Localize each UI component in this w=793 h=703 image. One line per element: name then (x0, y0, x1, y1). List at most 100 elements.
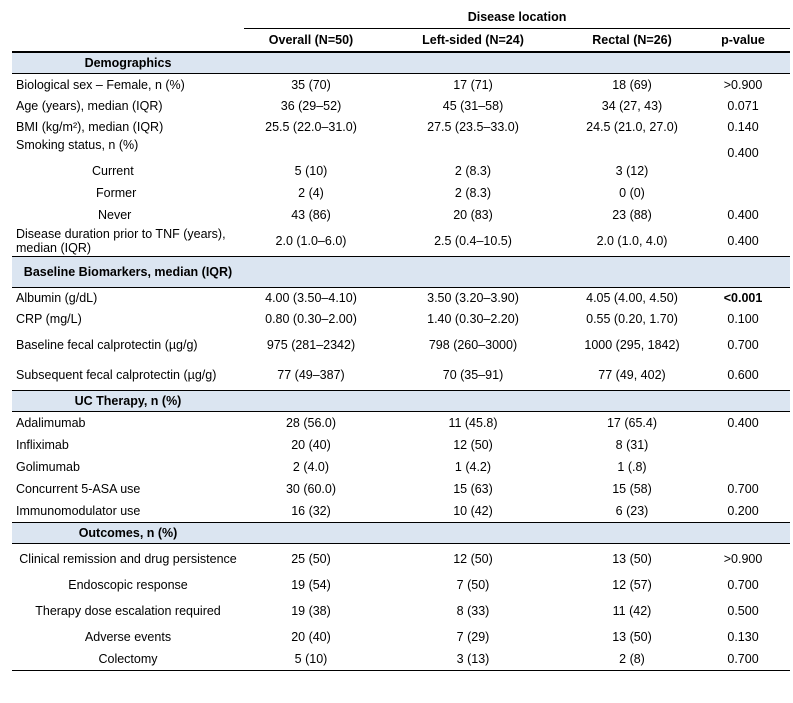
cell-p (696, 456, 790, 478)
row-label: Subsequent fecal calprotectin (µg/g) (16, 368, 217, 382)
row-label: Clinical remission and drug persistence (19, 552, 237, 566)
cell-p: 0.400 (727, 208, 759, 222)
table-row: Clinical remission and drug persistence … (12, 544, 790, 575)
table-row: Adalimumab 28 (56.0) 11 (45.8) 17 (65.4)… (12, 412, 790, 435)
col-header-overall: Overall (N=50) (244, 28, 378, 53)
row-label: CRP (mg/L) (16, 312, 82, 326)
row-label: Age (years), median (IQR) (16, 99, 163, 113)
cell-p: 0.200 (727, 504, 759, 518)
table-row: Never 43 (86) 20 (83) 23 (88) 0.400 (12, 204, 790, 226)
table-row: Colectomy 5 (10) 3 (13) 2 (8) 0.700 (12, 648, 791, 671)
cell-left: 7 (29) (456, 630, 490, 644)
table-row: Age (years), median (IQR) 36 (29–52) 45 … (12, 96, 790, 116)
row-label: Never (98, 208, 132, 222)
row-label: Endoscopic response (68, 578, 188, 592)
cell-p (696, 182, 790, 204)
cell-p: <0.001 (723, 291, 763, 305)
cell-p (696, 434, 790, 456)
table-row: Current 5 (10) 2 (8.3) 3 (12) (12, 160, 790, 182)
table-row: Baseline fecal calprotectin (µg/g) 975 (… (12, 330, 790, 360)
cell-overall: 19 (54) (291, 578, 331, 592)
table-row: Golimumab 2 (4.0) 1 (4.2) 1 (.8) (12, 456, 790, 478)
cell-overall: 35 (70) (291, 78, 331, 92)
table-row: Disease duration prior to TNF (years), m… (12, 226, 790, 257)
cell-overall: 25.5 (22.0–31.0) (265, 120, 357, 134)
cell-overall: 5 (10) (294, 164, 328, 178)
cell-rectal: 15 (58) (612, 482, 652, 496)
row-label: Adalimumab (16, 416, 86, 430)
cell-rectal: 34 (27, 43) (601, 99, 663, 113)
row-label: Albumin (g/dL) (16, 291, 98, 305)
table-row: Therapy dose escalation required 19 (38)… (12, 596, 790, 626)
cell-left: 20 (83) (453, 208, 493, 222)
row-label: Therapy dose escalation required (35, 604, 221, 618)
cell-rectal: 2.0 (1.0, 4.0) (596, 234, 668, 248)
section-title: Outcomes, n (%) (12, 522, 244, 544)
cell-p: 0.700 (727, 578, 759, 592)
section-demographics: Demographics (12, 51, 791, 74)
cell-left: 70 (35–91) (442, 368, 504, 382)
cell-left: 8 (33) (456, 604, 490, 618)
cell-overall: 25 (50) (291, 552, 331, 566)
cell-left: 2.5 (0.4–10.5) (434, 234, 512, 248)
row-label: BMI (kg/m²), median (IQR) (16, 120, 164, 134)
cell-p: 0.600 (727, 368, 759, 382)
cell-left: 1.40 (0.30–2.20) (427, 312, 519, 326)
cell-rectal: 1 (.8) (617, 460, 647, 474)
cell-p: 0.400 (727, 416, 759, 430)
cell-rectal: 24.5 (21.0, 27.0) (586, 120, 678, 134)
table-row: Concurrent 5-ASA use 30 (60.0) 15 (63) 1… (12, 478, 790, 500)
cell-p: 0.700 (696, 648, 791, 671)
cell-overall: 28 (56.0) (285, 416, 337, 430)
cell-left: 3.50 (3.20–3.90) (427, 291, 519, 305)
row-label: Colectomy (12, 648, 244, 671)
section-uc-therapy: UC Therapy, n (%) (12, 390, 791, 412)
cell-rectal: 1000 (295, 1842) (584, 338, 680, 352)
table-row: Endoscopic response 19 (54) 7 (50) 12 (5… (12, 574, 790, 596)
header-row-columns: Overall (N=50) Left-sided (N=24) Rectal … (12, 28, 791, 53)
cell-left (378, 138, 568, 160)
cell-left: 27.5 (23.5–33.0) (427, 120, 519, 134)
cell-left: 12 (50) (453, 552, 493, 566)
table-row: Albumin (g/dL) 4.00 (3.50–4.10) 3.50 (3.… (12, 288, 790, 309)
cell-left: 2 (8.3) (454, 164, 492, 178)
cell-overall: 36 (29–52) (280, 99, 342, 113)
cell-left: 3 (13) (378, 648, 568, 671)
col-header-p-value: p-value (696, 28, 791, 53)
cell-rectal: 8 (31) (615, 438, 649, 452)
cell-overall: 20 (40) (291, 438, 331, 452)
cell-rectal (568, 138, 696, 160)
row-label: Adverse events (84, 630, 172, 644)
cell-p: 0.100 (727, 312, 759, 326)
col-header-rectal: Rectal (N=26) (568, 28, 696, 53)
cell-overall: 2 (4.0) (292, 460, 330, 474)
cell-left: 45 (31–58) (442, 99, 504, 113)
cell-p: >0.900 (723, 552, 763, 566)
row-label: Former (96, 186, 137, 200)
cell-left: 798 (260–3000) (428, 338, 518, 352)
cell-overall: 20 (40) (291, 630, 331, 644)
cell-rectal: 6 (23) (615, 504, 649, 518)
cell-rectal: 4.05 (4.00, 4.50) (586, 291, 678, 305)
cell-left: 1 (4.2) (454, 460, 492, 474)
cell-rectal: 0 (0) (619, 186, 645, 200)
cell-left: 12 (50) (453, 438, 493, 452)
section-outcomes: Outcomes, n (%) (12, 522, 791, 544)
row-label: Current (92, 164, 134, 178)
cell-overall: 30 (60.0) (285, 482, 337, 496)
cell-rectal: 12 (57) (612, 578, 652, 592)
cell-overall: 77 (49–387) (277, 368, 345, 382)
cell-overall (244, 138, 378, 160)
table-row: BMI (kg/m²), median (IQR) 25.5 (22.0–31.… (12, 116, 790, 138)
cell-left: 2 (8.3) (454, 186, 492, 200)
cell-overall: 975 (281–2342) (266, 338, 356, 352)
table-row: CRP (mg/L) 0.80 (0.30–2.00) 1.40 (0.30–2… (12, 308, 790, 330)
cell-p: 0.071 (727, 99, 759, 113)
cell-p: 0.140 (727, 120, 759, 134)
section-title: UC Therapy, n (%) (12, 390, 244, 412)
cell-rectal: 13 (50) (612, 630, 652, 644)
cell-overall: 2 (4) (298, 186, 324, 200)
cell-left: 10 (42) (453, 504, 493, 518)
cell-rectal: 11 (42) (612, 604, 652, 618)
cell-left: 11 (45.8) (448, 416, 498, 430)
